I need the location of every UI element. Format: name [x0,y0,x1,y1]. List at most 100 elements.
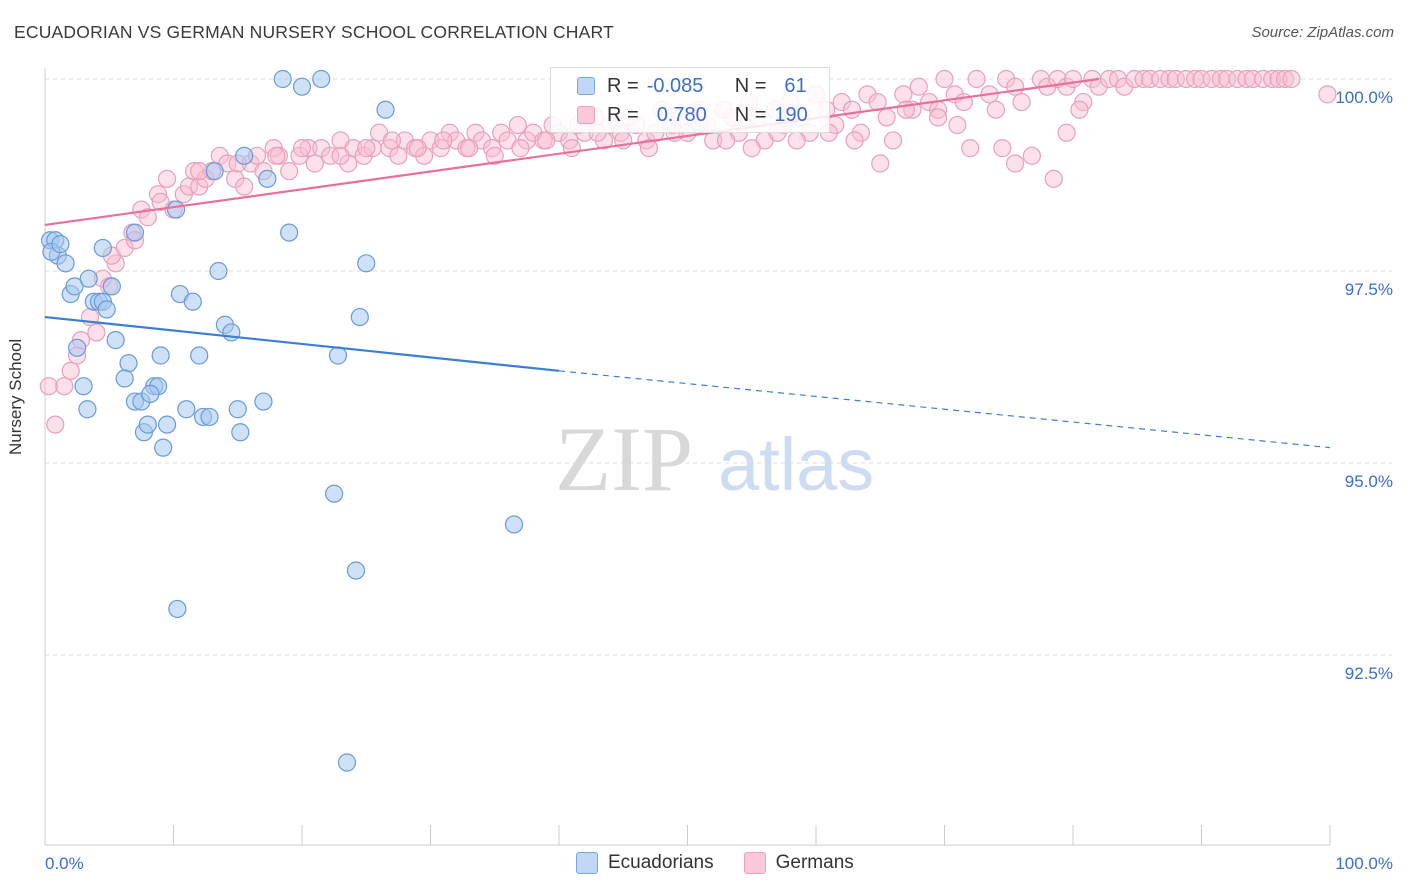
data-point-germans [832,92,851,112]
data-point-germans [858,85,877,104]
data-point-germans [138,208,157,227]
legend-r-value: 0.780 [656,103,707,126]
data-point-ecuadorians [200,407,219,427]
data-point-germans [485,146,504,165]
watermark-atlas: atlas [718,423,874,506]
data-point-germans [292,139,312,158]
trend-line-ecuadorians-extrapolated [558,370,1331,449]
data-point-germans [562,139,581,158]
legend-row-germans: R = 0.780 N = 190 [551,100,808,130]
data-point-germans [1282,69,1301,89]
data-point-ecuadorians [254,392,273,411]
data-point-germans [1044,169,1063,188]
y-axis-label: Nursery School [6,338,25,455]
data-point-ecuadorians [235,146,254,165]
data-point-ecuadorians [154,438,173,457]
data-point-germans [1192,69,1211,89]
data-point-germans [1063,69,1083,89]
legend-n-label: N = [734,74,767,97]
watermark-zip: ZIP [555,408,693,510]
data-point-germans [389,146,408,165]
x-tick-label: 100.0% [1335,854,1393,873]
data-point-ecuadorians [209,261,228,281]
data-point-germans [1022,146,1041,165]
data-point-ecuadorians [222,323,241,342]
data-point-germans [1006,154,1025,173]
data-point-ecuadorians [166,200,186,219]
series-legend: Ecuadorians Germans [576,852,884,874]
data-point-germans [1275,69,1295,89]
data-point-ecuadorians [228,400,247,419]
data-point-ecuadorians [183,292,202,311]
data-point-germans [1089,77,1108,96]
data-point-ecuadorians [292,77,312,96]
data-point-ecuadorians [141,384,160,403]
data-point-germans [459,139,479,158]
data-point-germans [267,146,286,165]
data-point-germans [1140,69,1160,89]
data-point-ecuadorians [337,753,357,772]
legend-name-germans: Germans [775,852,854,873]
data-point-ecuadorians [328,346,348,365]
chart-title: ECUADORIAN VS GERMAN NURSERY SCHOOL CORR… [14,22,614,42]
data-point-ecuadorians [280,223,299,242]
data-point-germans [1243,69,1263,89]
data-point-ecuadorians [106,331,125,350]
legend-row-ecuadorians: R = -0.085 N = 61 [551,71,807,101]
data-point-germans [1115,77,1134,96]
data-point-ecuadorians [273,69,292,89]
legend-r-label: R = [607,74,639,97]
data-point-ecuadorians [119,354,138,373]
data-point-germans [1318,85,1337,104]
data-point-ecuadorians [125,223,145,242]
data-point-ecuadorians [177,400,196,419]
data-point-ecuadorians [151,346,170,365]
y-tick-label: 100.0% [1335,88,1393,107]
data-point-ecuadorians [56,254,75,273]
data-point-germans [537,131,556,150]
data-point-germans [321,146,340,165]
data-point-ecuadorians [350,307,369,327]
series-ecuadorians [41,69,524,772]
legend-n-label: N = [734,103,767,126]
data-point-germans [1166,69,1185,89]
data-point-germans [357,139,376,158]
data-point-ecuadorians [157,415,177,434]
legend-swatch-ecuadorians [577,77,595,95]
data-point-germans [511,139,530,158]
legend-name-ecuadorians: Ecuadorians [608,852,714,873]
data-point-germans [280,162,299,181]
data-point-germans [842,100,862,119]
data-point-ecuadorians [78,400,97,419]
legend-swatch-germans [577,106,595,124]
data-point-germans [935,69,954,89]
data-point-germans [986,100,1006,119]
data-point-ecuadorians [258,169,277,188]
data-point-germans [1070,100,1089,119]
data-point-germans [46,415,65,434]
legend-n-value: 61 [784,74,807,97]
data-point-ecuadorians [168,599,187,619]
data-point-ecuadorians [325,484,344,503]
data-point-ecuadorians [231,423,250,442]
y-tick-label: 97.5% [1345,280,1393,299]
trend-line-germans [44,77,1099,227]
gridlines [45,78,1392,656]
data-point-germans [742,139,761,158]
data-point-germans [967,69,986,89]
data-point-germans [299,139,318,158]
data-point-ecuadorians [357,254,376,273]
data-point-germans [845,131,864,150]
data-point-germans [87,323,106,342]
data-point-germans [61,361,80,380]
data-point-germans [993,139,1012,158]
data-point-germans [382,131,402,150]
data-point-ecuadorians [205,162,224,181]
data-point-germans [305,154,324,173]
data-point-ecuadorians [93,238,112,258]
data-point-germans [235,177,254,196]
data-point-germans [948,115,967,135]
data-point-ecuadorians [376,100,395,119]
data-point-ecuadorians [79,269,98,288]
legend-r-value: -0.085 [646,74,704,97]
